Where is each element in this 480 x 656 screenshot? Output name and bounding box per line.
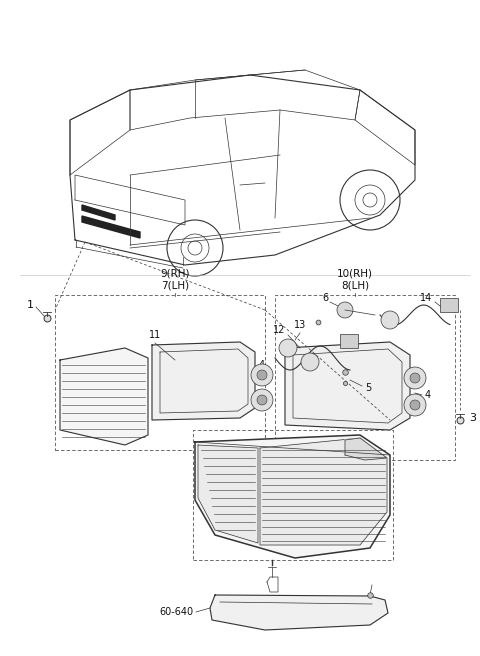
Text: 5: 5 — [365, 383, 371, 393]
Circle shape — [257, 395, 267, 405]
Text: 14: 14 — [420, 293, 432, 303]
Circle shape — [410, 373, 420, 383]
Circle shape — [251, 389, 273, 411]
Text: 4: 4 — [259, 403, 265, 413]
Bar — [193, 430, 393, 560]
Circle shape — [337, 302, 353, 318]
Polygon shape — [198, 445, 258, 543]
Bar — [340, 334, 358, 348]
Polygon shape — [82, 205, 115, 220]
Circle shape — [257, 370, 267, 380]
Circle shape — [279, 339, 297, 357]
Circle shape — [251, 364, 273, 386]
Polygon shape — [260, 438, 387, 545]
Text: 13: 13 — [294, 320, 306, 330]
Polygon shape — [60, 348, 148, 445]
Circle shape — [410, 400, 420, 410]
Bar — [440, 298, 458, 312]
Polygon shape — [82, 216, 140, 238]
Text: 10(RH): 10(RH) — [337, 268, 373, 278]
Text: 8(LH): 8(LH) — [341, 280, 369, 290]
Text: 3: 3 — [469, 413, 477, 423]
Polygon shape — [152, 342, 255, 420]
Text: 9(RH): 9(RH) — [160, 268, 190, 278]
Circle shape — [404, 367, 426, 389]
Text: 4: 4 — [259, 360, 265, 370]
Text: 11: 11 — [149, 330, 161, 340]
Circle shape — [301, 353, 319, 371]
Polygon shape — [195, 435, 390, 558]
Circle shape — [404, 394, 426, 416]
Text: 60-640: 60-640 — [159, 607, 193, 617]
Text: 1: 1 — [26, 300, 34, 310]
Bar — [275, 295, 455, 460]
Text: 7(LH): 7(LH) — [161, 280, 189, 290]
Text: 4: 4 — [425, 390, 431, 400]
Bar — [55, 295, 265, 450]
Polygon shape — [210, 595, 388, 630]
Circle shape — [381, 311, 399, 329]
Text: 12: 12 — [273, 325, 285, 335]
Text: 6: 6 — [322, 293, 328, 303]
Polygon shape — [285, 342, 410, 430]
Polygon shape — [345, 438, 387, 460]
